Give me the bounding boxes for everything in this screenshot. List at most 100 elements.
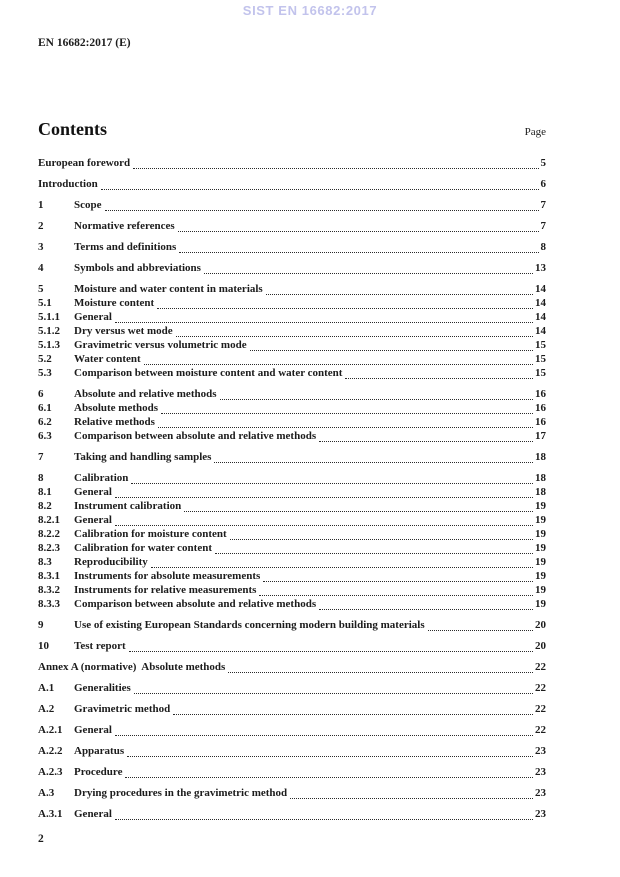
toc-entry-title: Generalities — [74, 682, 131, 694]
contents-heading: Contents — [38, 119, 108, 139]
dotted-leader — [184, 500, 533, 512]
toc-entry-page: 18 — [535, 486, 546, 498]
toc-entry-page: 19 — [535, 514, 546, 526]
toc-entry[interactable]: A.3 Drying procedures in the gravimetric… — [38, 787, 546, 801]
dotted-leader — [228, 661, 533, 673]
dotted-leader — [265, 283, 533, 295]
page-column-label: Page — [524, 126, 546, 138]
toc-entry[interactable]: 5.2 Water content 15 — [38, 353, 546, 367]
toc-entry-title: Dry versus wet mode — [74, 325, 173, 337]
toc-entry-page: 16 — [535, 388, 546, 400]
toc-entry[interactable]: 5.1.2 Dry versus wet mode 14 — [38, 325, 546, 339]
toc-entry[interactable]: 4 Symbols and abbreviations 13 — [38, 262, 546, 276]
toc-entry[interactable]: 6.1 Absolute methods 16 — [38, 402, 546, 416]
dotted-leader — [161, 402, 533, 414]
toc-entry-number: 5.1.3 — [38, 339, 60, 351]
toc-entry-page: 19 — [535, 556, 546, 568]
toc-entry[interactable]: A.2 Gravimetric method 22 — [38, 703, 546, 717]
toc-entry-number: 1 — [38, 199, 44, 211]
dotted-leader — [229, 528, 533, 540]
toc-entry-number: 10 — [38, 640, 49, 652]
toc-entry-number: 6.3 — [38, 430, 52, 442]
toc-entry[interactable]: 8.2.2 Calibration for moisture content 1… — [38, 528, 546, 542]
toc-entry[interactable]: 8 Calibration 18 — [38, 472, 546, 486]
table-of-contents: European foreword 5 Introduction 6 1 Sco… — [38, 157, 546, 822]
toc-entry[interactable]: 8.1 General 18 — [38, 486, 546, 500]
dotted-leader — [104, 199, 539, 211]
toc-entry[interactable]: 8.3 Reproducibility 19 — [38, 556, 546, 570]
dotted-leader — [177, 220, 539, 232]
toc-entry[interactable]: 2 Normative references 7 — [38, 220, 546, 234]
toc-entry[interactable]: 10 Test report 20 — [38, 640, 546, 654]
toc-entry-number: 8.1 — [38, 486, 52, 498]
toc-entry-title: Comparison between absolute and relative… — [74, 598, 317, 610]
toc-entry-number: 6.2 — [38, 416, 52, 428]
dotted-leader — [427, 619, 533, 631]
toc-entry-page: 18 — [535, 472, 546, 484]
dotted-leader — [150, 556, 533, 568]
toc-entry[interactable]: 5 Moisture and water content in material… — [38, 283, 546, 297]
toc-entry[interactable]: 8.2.1 General 19 — [38, 514, 546, 528]
dotted-leader — [114, 514, 533, 526]
toc-entry-page: 15 — [535, 339, 546, 351]
toc-entry[interactable]: 7 Taking and handling samples 18 — [38, 451, 546, 465]
dotted-leader — [219, 388, 533, 400]
toc-entry[interactable]: 3 Terms and definitions 8 — [38, 241, 546, 255]
toc-entry-number: 8.3 — [38, 556, 52, 568]
toc-entry[interactable]: 6.3 Comparison between absolute and rela… — [38, 430, 546, 444]
toc-entry[interactable]: A.2.3 Procedure 23 — [38, 766, 546, 780]
toc-entry-number: 8 — [38, 472, 44, 484]
toc-entry-title: Use of existing European Standards conce… — [74, 619, 425, 631]
toc-entry-number: A.2 — [38, 703, 55, 715]
toc-entry-page: 22 — [535, 661, 546, 673]
toc-entry[interactable]: Annex A (normative) Absolute methods 22 — [38, 661, 546, 675]
toc-entry-page: 14 — [535, 297, 546, 309]
toc-entry-title: Absolute methods — [74, 402, 159, 414]
dotted-leader — [290, 787, 533, 799]
toc-entry-page: 19 — [535, 528, 546, 540]
toc-entry[interactable]: 1 Scope 7 — [38, 199, 546, 213]
toc-entry-number: 8.3.2 — [38, 584, 60, 596]
toc-entry-number: 8.2.1 — [38, 514, 60, 526]
toc-entry[interactable]: 5.1 Moisture content 14 — [38, 297, 546, 311]
toc-entry[interactable]: 5.1.3 Gravimetric versus volumetric mode… — [38, 339, 546, 353]
toc-entry-page: 5 — [540, 157, 547, 169]
toc-entry-page: 22 — [535, 703, 546, 715]
toc-entry[interactable]: A.2.2 Apparatus 23 — [38, 745, 546, 759]
toc-entry[interactable]: 9 Use of existing European Standards con… — [38, 619, 546, 633]
toc-entry[interactable]: 6 Absolute and relative methods 16 — [38, 388, 546, 402]
toc-entry-number: 5.1.1 — [38, 311, 60, 323]
toc-entry-page: 17 — [535, 430, 546, 442]
toc-entry[interactable]: 5.3 Comparison between moisture content … — [38, 367, 546, 381]
toc-entry[interactable]: 8.3.2 Instruments for relative measureme… — [38, 584, 546, 598]
toc-entry-title: Moisture content — [74, 297, 155, 309]
toc-entry-page: 7 — [540, 220, 547, 232]
toc-entry-page: 19 — [535, 542, 546, 554]
toc-entry-title: Reproducibility — [74, 556, 148, 568]
toc-entry[interactable]: 6.2 Relative methods 16 — [38, 416, 546, 430]
toc-entry[interactable]: 8.2.3 Calibration for water content 19 — [38, 542, 546, 556]
toc-entry[interactable]: Introduction 6 — [38, 178, 546, 192]
toc-entry-page: 16 — [535, 416, 546, 428]
toc-entry[interactable]: European foreword 5 — [38, 157, 546, 171]
toc-entry[interactable]: 8.2 Instrument calibration 19 — [38, 500, 546, 514]
toc-entry[interactable]: 8.3.1 Instruments for absolute measureme… — [38, 570, 546, 584]
toc-entry-number: 8.2 — [38, 500, 52, 512]
toc-entry[interactable]: A.3.1 General 23 — [38, 808, 546, 822]
toc-entry-title: Gravimetric method — [74, 703, 171, 715]
dotted-leader — [133, 157, 539, 169]
toc-entry-page: 14 — [535, 283, 546, 295]
toc-entry[interactable]: A.1 Generalities 22 — [38, 682, 546, 696]
toc-entry-title: Comparison between moisture content and … — [74, 367, 343, 379]
toc-entry[interactable]: 5.1.1 General 14 — [38, 311, 546, 325]
toc-entry-number: 8.3.1 — [38, 570, 60, 582]
toc-entry[interactable]: A.2.1 General 22 — [38, 724, 546, 738]
dotted-leader — [319, 598, 533, 610]
toc-entry-title: Symbols and abbreviations — [74, 262, 201, 274]
toc-entry-title: Calibration for moisture content — [74, 528, 227, 540]
dotted-leader — [263, 570, 533, 582]
toc-entry-page: 15 — [535, 367, 546, 379]
toc-entry[interactable]: 8.3.3 Comparison between absolute and re… — [38, 598, 546, 612]
toc-entry-title: Calibration — [74, 472, 129, 484]
dotted-leader — [175, 325, 533, 337]
